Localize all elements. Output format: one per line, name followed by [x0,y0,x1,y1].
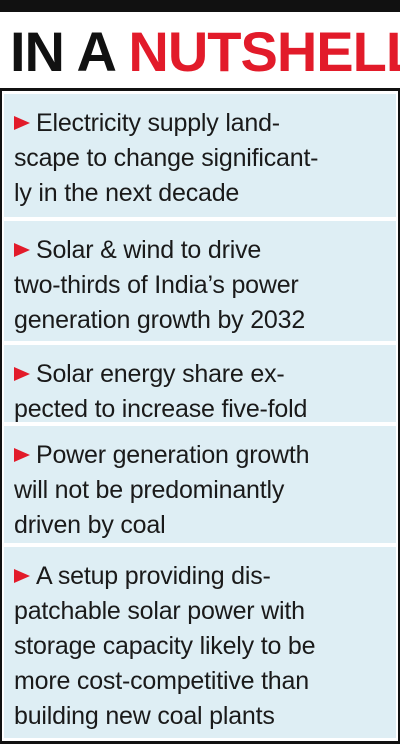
item-line: driven by coal [14,511,166,539]
item-line: Power generation growth [36,441,310,469]
top-rule [0,0,400,12]
item-line: scape to change significant- [14,144,319,172]
item-text: Power generation growth will not be pred… [14,438,388,543]
item-text: Solar energy share ex- pected to increas… [14,357,388,427]
arrow-bullet-icon [14,243,30,257]
item-line: Electricity supply land- [36,109,280,137]
arrow-bullet-icon [14,569,30,583]
arrow-bullet-icon [14,448,30,462]
item-text: A setup providing dis- patchable solar p… [14,559,388,734]
headline-part-1: IN A [10,20,115,83]
headline-part-2: NUTSHELL [128,20,400,83]
list-item: Electricity supply land- scape to change… [4,94,396,217]
item-line: pected to increase five-fold [14,395,308,423]
item-line: Solar energy share ex- [36,360,285,388]
summary-box: Electricity supply land- scape to change… [0,88,400,744]
list-item: A setup providing dis- patchable solar p… [4,547,396,738]
item-line: generation growth by 2032 [14,306,306,334]
item-text: Electricity supply land- scape to change… [14,106,388,211]
list-item: Solar & wind to drive two-thirds of Indi… [4,221,396,341]
item-line: two-thirds of India’s power [14,271,299,299]
item-line: storage capacity likely to be [14,632,316,660]
item-line: Solar & wind to drive [36,236,262,264]
arrow-bullet-icon [14,367,30,381]
item-line: ly in the next decade [14,179,240,207]
item-text: Solar & wind to drive two-thirds of Indi… [14,233,388,338]
arrow-bullet-icon [14,116,30,130]
item-line: will not be predominantly [14,476,285,504]
list-item: Solar energy share ex- pected to increas… [4,345,396,423]
list-item: Power generation growth will not be pred… [4,426,396,543]
headline: IN A NUTSHELL [10,21,400,83]
item-line: building new coal plants [14,702,275,730]
item-line: more cost-competitive than [14,667,309,695]
item-line: A setup providing dis- [36,562,271,590]
item-line: patchable solar power with [14,597,305,625]
